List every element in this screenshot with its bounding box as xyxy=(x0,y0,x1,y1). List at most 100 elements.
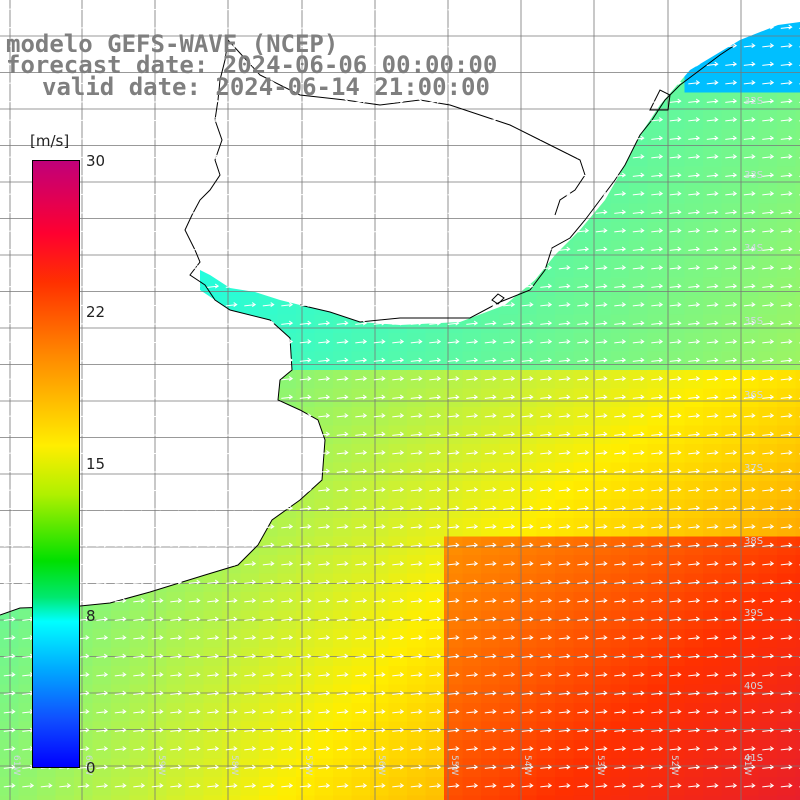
wind-arrow xyxy=(151,209,164,215)
wind-arrow xyxy=(595,635,608,641)
field-cell xyxy=(185,795,205,800)
wind-arrow xyxy=(558,672,571,678)
field-cell xyxy=(795,18,800,38)
wind-arrow xyxy=(244,98,257,104)
wind-arrow xyxy=(540,764,553,770)
wind-arrow xyxy=(614,117,627,123)
wind-arrow xyxy=(133,302,146,308)
wind-arrow xyxy=(114,616,127,622)
wind-arrow xyxy=(114,339,127,345)
wind-arrow xyxy=(392,542,405,548)
wind-arrow xyxy=(503,690,516,696)
wind-arrow xyxy=(151,339,164,345)
wind-arrow xyxy=(373,154,386,160)
wind-arrow xyxy=(410,579,423,585)
wind-arrow xyxy=(225,43,238,49)
wind-arrow xyxy=(225,690,238,696)
wind-arrow xyxy=(262,43,275,49)
field-cell xyxy=(795,222,800,242)
wind-arrow xyxy=(669,43,682,49)
wind-arrow xyxy=(466,6,479,12)
wind-arrow xyxy=(373,653,386,659)
wind-arrow xyxy=(725,191,738,197)
wind-arrow xyxy=(188,690,201,696)
wind-arrow xyxy=(762,283,775,289)
wind-arrow xyxy=(466,302,479,308)
field-cell xyxy=(777,795,797,800)
wind-arrow xyxy=(762,265,775,271)
wind-arrow xyxy=(651,616,664,622)
wind-arrow xyxy=(410,653,423,659)
wind-arrow xyxy=(503,709,516,715)
wind-arrow xyxy=(484,357,497,363)
wind-arrow xyxy=(688,376,701,382)
wind-arrow xyxy=(429,117,442,123)
wind-arrow xyxy=(558,413,571,419)
wind-arrow xyxy=(77,98,90,104)
wind-arrow xyxy=(225,598,238,604)
field-cell xyxy=(240,795,260,800)
wind-arrow xyxy=(595,653,608,659)
wind-arrow xyxy=(96,320,109,326)
wind-arrow xyxy=(373,43,386,49)
wind-arrow xyxy=(669,357,682,363)
wind-arrow xyxy=(392,579,405,585)
lon-label: 59W xyxy=(156,755,166,775)
wind-arrow xyxy=(410,24,423,30)
wind-arrow xyxy=(207,524,220,530)
wind-arrow xyxy=(336,709,349,715)
wind-arrow xyxy=(373,246,386,252)
wind-arrow xyxy=(484,450,497,456)
wind-arrow xyxy=(762,98,775,104)
wind-arrow xyxy=(318,61,331,67)
wind-arrow xyxy=(207,727,220,733)
wind-arrow xyxy=(3,487,16,493)
wind-arrow xyxy=(577,265,590,271)
field-cell xyxy=(370,795,390,800)
wind-arrow xyxy=(225,265,238,271)
wind-arrow xyxy=(244,450,257,456)
wind-arrow xyxy=(188,98,201,104)
wind-arrow xyxy=(281,209,294,215)
wind-arrow xyxy=(299,80,312,86)
wind-arrow xyxy=(225,283,238,289)
wind-arrow xyxy=(59,783,72,789)
wind-arrow xyxy=(151,191,164,197)
wind-arrow xyxy=(96,764,109,770)
wind-arrow xyxy=(429,61,442,67)
wind-arrow xyxy=(688,135,701,141)
wind-arrow xyxy=(170,98,183,104)
wind-arrow xyxy=(632,764,645,770)
wind-arrow xyxy=(392,524,405,530)
wind-arrow xyxy=(706,283,719,289)
wind-arrow xyxy=(466,117,479,123)
wind-arrow xyxy=(373,302,386,308)
wind-arrow xyxy=(96,598,109,604)
field-cell xyxy=(203,795,223,800)
wind-arrow xyxy=(503,228,516,234)
wind-arrow xyxy=(688,524,701,530)
wind-arrow xyxy=(281,672,294,678)
wind-arrow xyxy=(780,209,793,215)
wind-arrow xyxy=(484,6,497,12)
wind-arrow xyxy=(503,505,516,511)
wind-arrow xyxy=(614,24,627,30)
wind-arrow xyxy=(336,672,349,678)
wind-arrow xyxy=(262,690,275,696)
wind-arrow xyxy=(577,653,590,659)
wind-arrow xyxy=(170,653,183,659)
wind-arrow xyxy=(151,283,164,289)
wind-arrow xyxy=(725,283,738,289)
wind-arrow xyxy=(170,783,183,789)
wind-arrow xyxy=(336,616,349,622)
wind-arrow xyxy=(577,431,590,437)
wind-arrow xyxy=(262,653,275,659)
wind-arrow xyxy=(244,283,257,289)
wind-arrow xyxy=(207,302,220,308)
wind-arrow xyxy=(3,524,16,530)
wind-arrow xyxy=(3,172,16,178)
wind-arrow xyxy=(447,154,460,160)
wind-arrow xyxy=(225,376,238,382)
wind-arrow xyxy=(429,43,442,49)
wind-arrow xyxy=(244,690,257,696)
